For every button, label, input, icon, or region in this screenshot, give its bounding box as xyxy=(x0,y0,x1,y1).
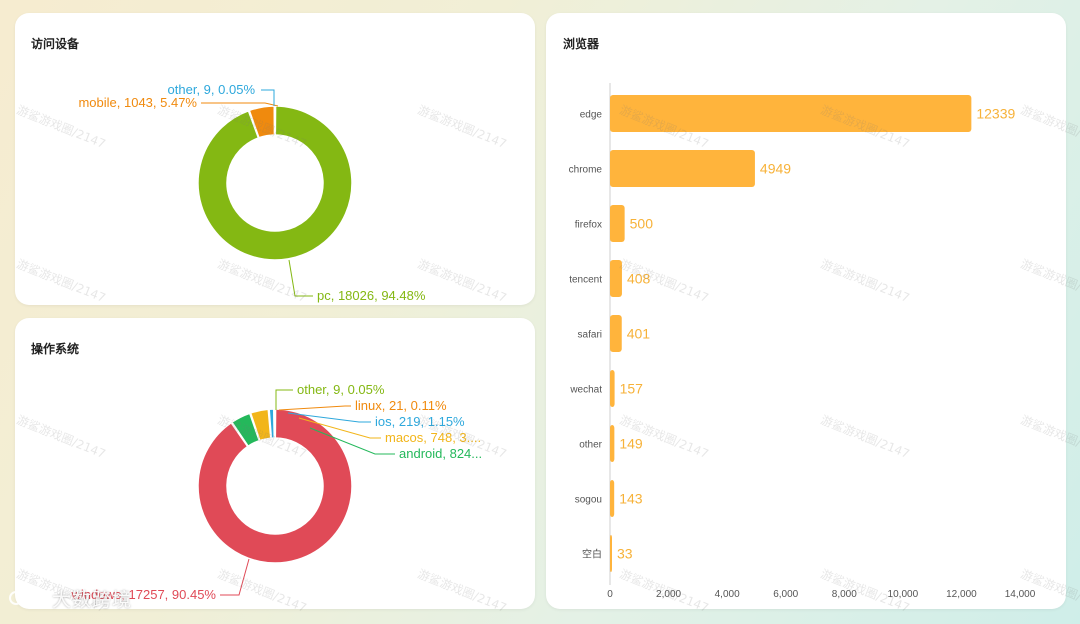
os-pie-chart: windows, 17257, 90.45% android, 824...mac… xyxy=(70,382,482,602)
os-label-windows: windows, 17257, 90.45% xyxy=(70,558,250,602)
browser-x-tick: 0 xyxy=(607,589,613,600)
device-card: 访问设备 pc, 18026, 94.48% mobile, 1043, 5.47… xyxy=(15,13,535,305)
browser-value-label: 4949 xyxy=(760,161,791,177)
device-slice-pc[interactable] xyxy=(197,105,353,261)
browser-x-tick: 8,000 xyxy=(832,589,857,600)
browser-value-label: 500 xyxy=(630,216,654,232)
browser-category-label: firefox xyxy=(575,220,602,231)
browser-bar-8[interactable] xyxy=(610,535,612,572)
os-label-ios: ios, 219, 1.15% xyxy=(287,412,465,429)
browser-value-label: 157 xyxy=(620,381,644,397)
browser-category-label: edge xyxy=(580,110,603,121)
browser-x-tick: 2,000 xyxy=(656,589,681,600)
browser-bar-6[interactable] xyxy=(610,425,615,462)
os-slice-other[interactable] xyxy=(273,408,277,439)
device-label-pc: pc, 18026, 94.48% xyxy=(288,259,426,303)
browser-value-label: 143 xyxy=(619,491,643,507)
browser-value-label: 401 xyxy=(627,326,651,342)
browser-card: 浏览器 edge 12339 chrome 4949 firefox 500 tencent… xyxy=(546,13,1066,609)
brand-text: 大数跨境 xyxy=(52,589,133,611)
browser-category-label: wechat xyxy=(569,385,602,396)
browser-bar-chart: edge 12339 chrome 4949 firefox 500 tencent 408 s… xyxy=(569,83,1036,600)
browser-bar-4[interactable] xyxy=(610,315,622,352)
os-label-text-linux: linux, 21, 0.11% xyxy=(355,398,447,413)
browser-x-tick: 4,000 xyxy=(715,589,740,600)
os-card: 操作系统 windows, 17257, 90.45% android, 824.… xyxy=(15,318,535,609)
os-label-text-other: other, 9, 0.05% xyxy=(297,382,385,397)
browser-bar-1[interactable] xyxy=(610,150,755,187)
browser-value-label: 33 xyxy=(617,546,633,562)
browser-x-tick: 12,000 xyxy=(946,589,977,600)
os-label-text-android: android, 824... xyxy=(399,446,482,461)
os-label-text-macos: macos, 748, 3.... xyxy=(385,430,481,445)
os-label-android: android, 824... xyxy=(309,427,482,461)
browser-category-label: tencent xyxy=(569,275,602,286)
browser-category-label: other xyxy=(579,440,602,451)
os-label-text-ios: ios, 219, 1.15% xyxy=(375,414,465,429)
device-pie-chart: pc, 18026, 94.48% mobile, 1043, 5.47%othe… xyxy=(78,82,426,303)
device-card-title: 访问设备 xyxy=(31,37,80,51)
browser-bar-0[interactable] xyxy=(610,95,972,132)
browser-x-tick: 6,000 xyxy=(773,589,798,600)
browser-card-title: 浏览器 xyxy=(563,37,600,51)
os-slice-windows[interactable] xyxy=(197,408,353,564)
device-label-text-pc: pc, 18026, 94.48% xyxy=(317,288,426,303)
os-label-text-windows: windows, 17257, 90.45% xyxy=(70,587,216,602)
browser-value-label: 12339 xyxy=(976,106,1015,122)
browser-value-label: 408 xyxy=(627,271,651,287)
browser-category-label: sogou xyxy=(575,495,602,506)
browser-bar-5[interactable] xyxy=(610,370,615,407)
browser-category-label: 空白 xyxy=(582,548,602,561)
browser-value-label: 149 xyxy=(619,436,643,452)
device-label-other: other, 9, 0.05% xyxy=(168,82,275,106)
os-card-title: 操作系统 xyxy=(31,342,80,356)
device-label-mobile: mobile, 1043, 5.47% xyxy=(78,95,279,110)
browser-x-tick: 14,000 xyxy=(1005,589,1036,600)
os-label-macos: macos, 748, 3.... xyxy=(298,417,481,445)
device-label-text-other: other, 9, 0.05% xyxy=(168,82,256,97)
browser-bar-7[interactable] xyxy=(610,480,615,517)
device-slice-other[interactable] xyxy=(273,105,277,136)
browser-bar-2[interactable] xyxy=(610,205,625,242)
os-label-linux: linux, 21, 0.11% xyxy=(278,398,447,413)
browser-category-label: chrome xyxy=(569,165,603,176)
device-label-text-mobile: mobile, 1043, 5.47% xyxy=(78,95,197,110)
browser-category-label: safari xyxy=(578,330,602,341)
browser-x-tick: 10,000 xyxy=(888,589,919,600)
browser-bar-3[interactable] xyxy=(610,260,622,297)
os-label-other: other, 9, 0.05% xyxy=(275,382,385,410)
brand-logo-icon xyxy=(9,591,35,605)
